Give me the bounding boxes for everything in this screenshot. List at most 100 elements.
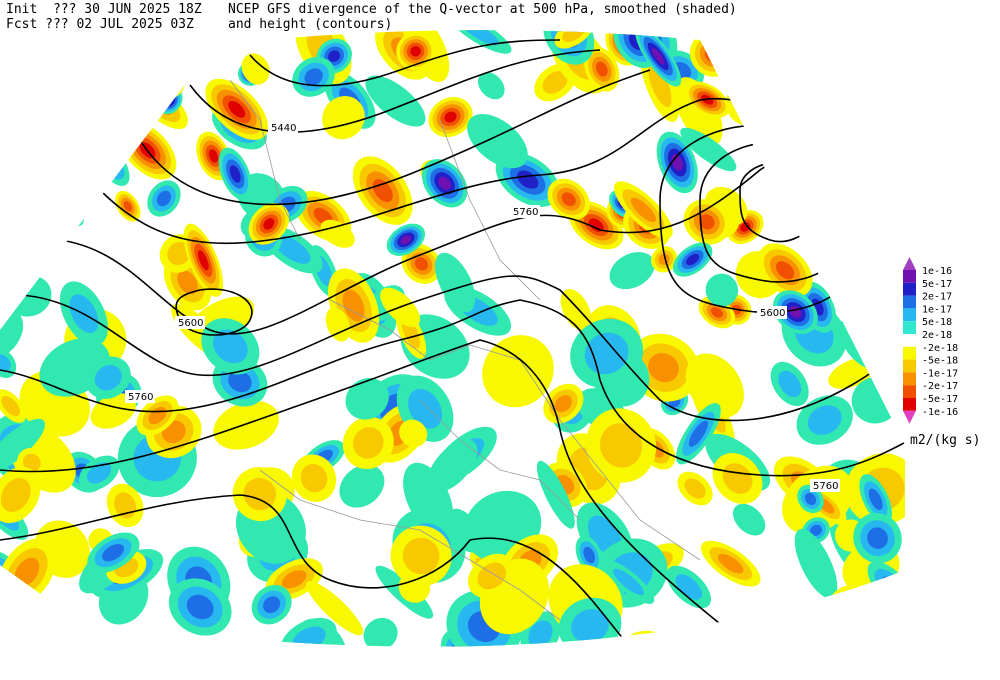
shade-blob (322, 96, 365, 140)
shade-blob (212, 329, 248, 364)
shade-blob (86, 462, 112, 484)
colorbar-label: -1e-17 (922, 368, 958, 379)
shade-blob (778, 370, 802, 398)
shade-blob (732, 503, 766, 536)
shade-blob (595, 61, 608, 77)
colorbar-triangle (903, 410, 916, 424)
shade-blob (447, 508, 482, 553)
colorbar-box (903, 359, 916, 373)
colorbar-label: 1e-17 (922, 304, 952, 315)
border (419, 399, 581, 521)
contour-label: 5760 (813, 481, 838, 492)
colorbar-box (903, 308, 916, 322)
shade-blob (0, 418, 45, 473)
shade-blob (243, 477, 277, 511)
colorbar-triangle (903, 257, 916, 270)
contour-label: 5440 (271, 123, 296, 134)
shade-blob (228, 100, 246, 118)
init-time: Init ??? 30 JUN 2025 18Z (6, 2, 202, 17)
colorbar-label: -2e-17 (922, 381, 958, 392)
shade-blob (0, 478, 31, 512)
shade-blob (123, 201, 133, 212)
shade-blob (542, 70, 568, 94)
colorbar-label: -5e-17 (922, 394, 958, 405)
shade-blob (328, 50, 341, 62)
shade-blob (528, 620, 553, 647)
label-box (125, 390, 155, 403)
shade-blob (688, 420, 708, 447)
colorbar-box (903, 295, 916, 309)
shade-blob (229, 165, 241, 183)
colorbar-box (903, 334, 916, 347)
shade-blob (0, 354, 11, 373)
shade-blob (228, 370, 252, 393)
shade-blob (609, 252, 655, 290)
shade-blob (867, 527, 888, 549)
shade-blob (320, 219, 355, 248)
shade-blob (281, 570, 307, 589)
colorbar-box (903, 282, 916, 296)
shade-blob (402, 537, 440, 575)
shade-blob (804, 492, 817, 506)
colorbar-box (903, 346, 916, 360)
shade-blob (399, 419, 428, 448)
shade-blob (685, 353, 744, 418)
shade-blob (177, 270, 198, 295)
shade-blob (345, 377, 389, 420)
colorbar-label: 2e-17 (922, 292, 952, 303)
contour (189, 49, 601, 133)
contour (0, 494, 641, 647)
shade-blob (435, 252, 476, 313)
label-box (175, 316, 205, 329)
colorbar-box (903, 372, 916, 386)
colorbar-box (903, 321, 916, 334)
shade-blob (22, 453, 41, 472)
shade-blob (810, 524, 822, 536)
contour (249, 39, 561, 87)
contour (139, 69, 651, 206)
shade-blob (352, 427, 384, 459)
shade-blob (273, 234, 311, 264)
shade-blob (460, 30, 499, 46)
shade-blob (675, 574, 703, 600)
shade-blob (306, 580, 364, 636)
shade-blob (478, 72, 505, 100)
colorbar-label: 5e-17 (922, 279, 952, 290)
shade-blob (536, 460, 575, 529)
forecast-time: Fcst ??? 02 JUL 2025 03Z (6, 17, 194, 32)
shade-blob (648, 62, 672, 107)
label-box (757, 306, 787, 319)
shade-blob (717, 553, 744, 574)
map-title: NCEP GFS divergence of the Q-vector at 5… (228, 2, 737, 17)
shade-blob (684, 478, 706, 499)
shade-blob (325, 307, 351, 342)
label-box (510, 205, 540, 218)
shade-blob (648, 353, 679, 383)
shade-blob (339, 464, 385, 508)
shade-blob (342, 289, 365, 322)
colorbar-units: m2/(kg s) (910, 433, 980, 448)
shade-blob (444, 111, 457, 123)
shade-blob (167, 241, 191, 266)
shade-blob (208, 149, 219, 163)
shade-blob (1, 396, 20, 417)
shade-blob (740, 222, 751, 232)
shade-blob (156, 190, 172, 207)
contour-label: 5600 (178, 318, 203, 329)
shade-blob (794, 528, 838, 599)
contour-label: 5760 (128, 392, 153, 403)
shade-blob (482, 335, 554, 408)
colorbar-label: 1e-16 (922, 266, 952, 277)
shade-blob (775, 261, 795, 280)
shade-blob (651, 48, 665, 65)
shade-blob (630, 197, 656, 223)
shade-blob (90, 393, 136, 429)
contour-label: 5760 (513, 207, 538, 218)
map-subtitle: and height (contours) (228, 17, 392, 32)
shade-blob (686, 253, 700, 266)
shade-blob (868, 488, 883, 511)
shade-blob (213, 400, 279, 450)
shade-blob (562, 30, 586, 43)
shade-blob (612, 568, 644, 596)
